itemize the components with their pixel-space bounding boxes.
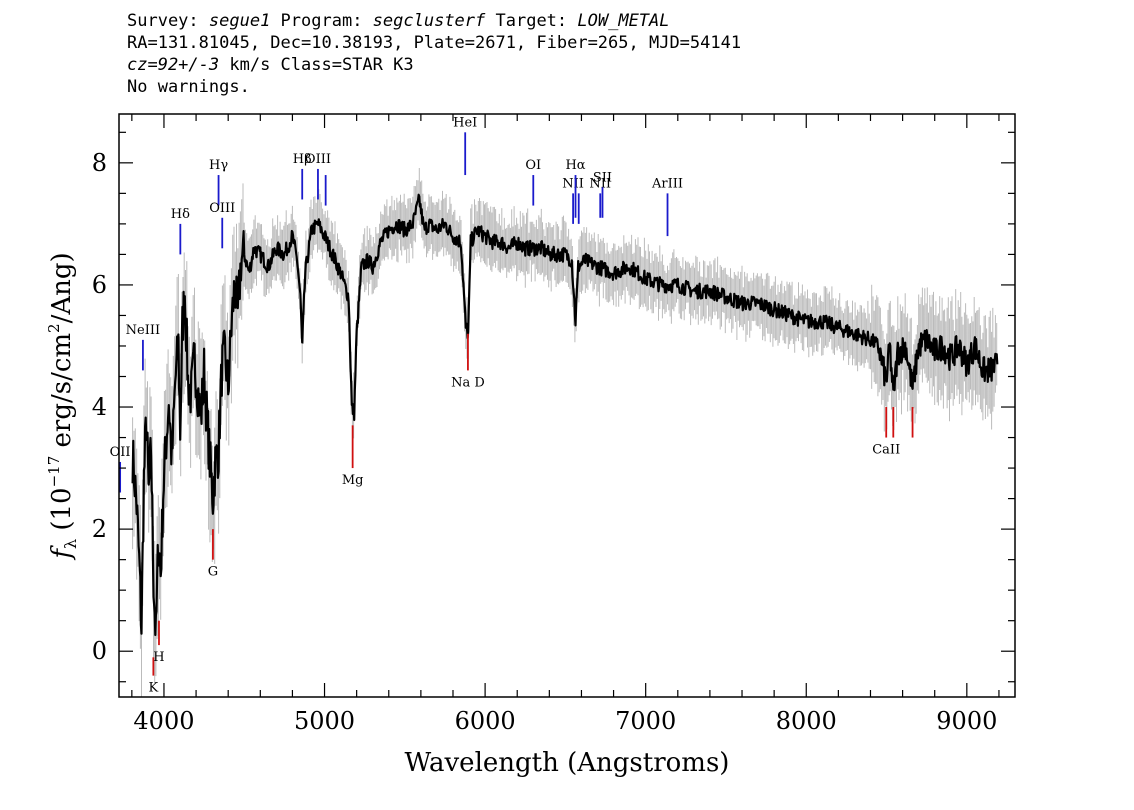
cz-class: km/s Class=STAR K3 xyxy=(219,55,414,75)
header-line-coords: RA=131.81045, Dec=10.38193, Plate=2671, … xyxy=(127,33,742,53)
header-line-warnings: No warnings. xyxy=(127,77,250,97)
emission-line-label: Hβ xyxy=(293,152,312,167)
x-tick-label: 6000 xyxy=(455,707,516,735)
emission-line-label: OIII xyxy=(209,201,235,216)
flux-line xyxy=(131,193,999,637)
error-band xyxy=(132,168,998,697)
program-value: segclusterf xyxy=(372,11,486,31)
absorption-line-label: G xyxy=(208,565,218,580)
emission-line-label: SII xyxy=(593,170,612,185)
survey-value: segue1 xyxy=(208,11,271,31)
emission-line-label: NII xyxy=(562,176,584,191)
y-tick-label: 8 xyxy=(92,149,107,177)
emission-line-label: Hα xyxy=(565,158,585,173)
header-line-survey: Survey: segue1 Program: segclusterf Targ… xyxy=(127,10,741,32)
x-tick-label: 7000 xyxy=(615,707,676,735)
survey-label: Survey: xyxy=(127,11,209,31)
x-tick-label: 8000 xyxy=(776,707,837,735)
header-line-redshift: cz=92+/-3 km/s Class=STAR K3 xyxy=(127,54,741,76)
target-label: Target: xyxy=(485,11,578,31)
emission-line-label: NeIII xyxy=(126,323,160,338)
flux-layer xyxy=(131,193,999,637)
emission-line-label: OI xyxy=(525,158,541,173)
emission-line-label: Hδ xyxy=(171,207,190,222)
emission-line-label: NII xyxy=(589,176,611,191)
ticks-layer: 4000 5000 6000 7000 8000 9000 0 2 4 6 8 xyxy=(92,114,1015,735)
cz-value: cz=92+/-3 xyxy=(127,55,220,75)
error-band-layer xyxy=(132,168,998,697)
absorption-line-label: K xyxy=(149,681,159,696)
absorption-line-label: Mg xyxy=(342,473,364,488)
program-label: Program: xyxy=(270,11,373,31)
target-value: LOW_METAL xyxy=(577,11,670,31)
y-tick-label: 2 xyxy=(92,515,107,543)
emission-line-label: ArIII xyxy=(651,176,683,191)
y-axis-title: fλ (10−17 erg/s/cm2/Ang) xyxy=(45,252,80,560)
x-tick-label: 5000 xyxy=(294,707,355,735)
emission-line-label: OIII xyxy=(305,152,331,167)
plot-frame xyxy=(118,113,1016,698)
emission-line-label: Hγ xyxy=(209,158,228,173)
y-tick-label: 4 xyxy=(92,393,107,421)
emission-line-label: HeI xyxy=(453,115,477,130)
y-tick-label: 0 xyxy=(92,637,107,665)
x-tick-label: 4000 xyxy=(133,707,194,735)
spectrum-header: Survey: segue1 Program: segclusterf Targ… xyxy=(127,10,741,98)
absorption-line-label: Na D xyxy=(451,375,485,390)
x-tick-label: 9000 xyxy=(936,707,997,735)
y-tick-label: 6 xyxy=(92,271,107,299)
x-axis-title: Wavelength (Angstroms) xyxy=(405,748,730,778)
emission-line-label: OII xyxy=(110,445,131,460)
absorption-line-label: CaII xyxy=(872,443,900,458)
absorption-line-label: H xyxy=(153,650,164,665)
